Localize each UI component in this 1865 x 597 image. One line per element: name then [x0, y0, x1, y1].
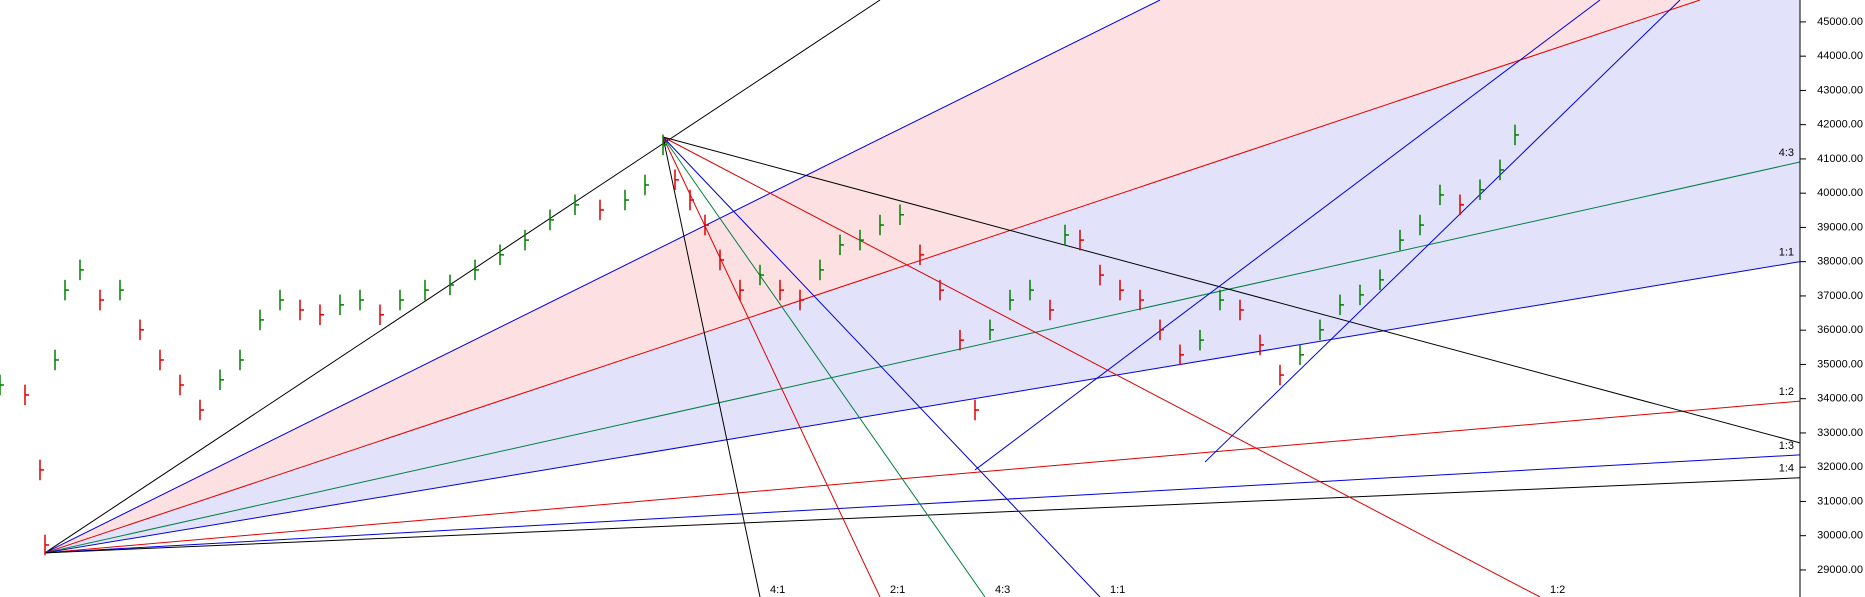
- fan-label: 4:3: [1779, 147, 1794, 159]
- y-tick-label: 39000.00: [1817, 221, 1863, 233]
- y-tick-label: 32000.00: [1817, 461, 1863, 473]
- fan-label: 1:1: [1110, 584, 1125, 596]
- price-axis-ticks: 29000.00 30000.00 31000.00 32000.00 33000.00…: [1800, 16, 1863, 576]
- fan-line: [44, 400, 1800, 554]
- y-tick-label: 31000.00: [1817, 495, 1863, 507]
- fan-label: 1:2: [1779, 386, 1794, 398]
- y-tick-label: 42000.00: [1817, 119, 1863, 131]
- fan-label: 1:2: [1550, 584, 1565, 596]
- fan-label: 1:1: [1779, 247, 1794, 259]
- fan-line: [44, 0, 881, 554]
- fan-line: [44, 454, 1800, 554]
- y-tick-label: 29000.00: [1817, 564, 1863, 576]
- trend-line: [1204, 0, 1681, 463]
- fan-line: [662, 136, 986, 597]
- y-tick-label: 41000.00: [1817, 153, 1863, 165]
- fan-line: [44, 0, 1161, 554]
- fan-fill: [45, 0, 1800, 553]
- fan-line: [662, 136, 1101, 597]
- y-tick-label: 36000.00: [1817, 324, 1863, 336]
- fan-line: [662, 136, 761, 597]
- fan-label: 4:1: [770, 584, 785, 596]
- fan-labels: 4:3 1:1 1:2 1:3 1:4 4:1 2:1 4:3 1:1 1:2: [770, 147, 1794, 596]
- price-axis-area: [1800, 0, 1865, 597]
- y-tick-label: 45000.00: [1817, 16, 1863, 28]
- fan-line: [44, 477, 1800, 554]
- y-tick-label: 43000.00: [1817, 84, 1863, 96]
- y-tick-label: 35000.00: [1817, 358, 1863, 370]
- y-tick-label: 34000.00: [1817, 393, 1863, 405]
- fan-line: [662, 136, 1541, 597]
- y-tick-label: 33000.00: [1817, 427, 1863, 439]
- trend-line: [974, 0, 1601, 471]
- fan-line: [44, 0, 1701, 554]
- fan-line: [44, 261, 1800, 554]
- y-tick-label: 44000.00: [1817, 50, 1863, 62]
- fan-label: 1:3: [1779, 440, 1794, 452]
- fan-label: 1:4: [1779, 463, 1794, 475]
- fan-label: 2:1: [890, 584, 905, 596]
- fan-lines: [44, 0, 1800, 597]
- y-tick-label: 37000.00: [1817, 290, 1863, 302]
- fan-line: [44, 161, 1800, 554]
- fan-label: 4:3: [995, 584, 1010, 596]
- y-tick-label: 38000.00: [1817, 256, 1863, 268]
- fan-line: [662, 136, 1800, 444]
- price-bars: [0, 124, 1519, 556]
- y-tick-label: 30000.00: [1817, 530, 1863, 542]
- y-tick-label: 40000.00: [1817, 187, 1863, 199]
- fan-line: [662, 136, 881, 597]
